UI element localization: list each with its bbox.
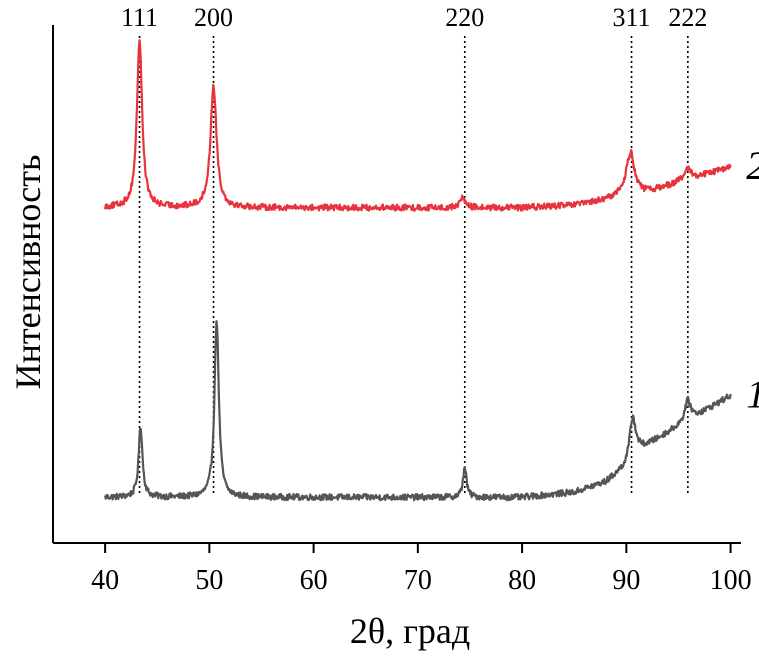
peak-marker-labels: 111 200 220 311 222 xyxy=(121,3,707,32)
peak-marker-label: 111 xyxy=(121,3,158,32)
x-axis-title: 2θ, град xyxy=(350,611,470,651)
x-tick-label: 50 xyxy=(195,565,223,596)
x-tick-label: 70 xyxy=(404,565,432,596)
series-labels: 12 xyxy=(746,143,759,417)
axes xyxy=(52,25,741,544)
y-axis-title: Интенсивность xyxy=(8,155,48,390)
x-tick-label: 60 xyxy=(300,565,328,596)
series-lines xyxy=(104,39,732,502)
series-label-1: 1 xyxy=(746,372,759,417)
peak-marker-label: 311 xyxy=(613,3,651,32)
peak-marker-label: 222 xyxy=(668,3,707,32)
x-tick-label: 40 xyxy=(91,565,119,596)
peak-marker-label: 220 xyxy=(445,3,484,32)
peak-marker-label: 200 xyxy=(194,3,233,32)
series-label-2: 2 xyxy=(746,143,759,188)
series-line-1 xyxy=(104,320,732,502)
x-tick-label: 100 xyxy=(710,565,752,596)
x-axis-ticks: 40 50 60 70 80 90 100 xyxy=(91,543,752,596)
x-tick-label: 80 xyxy=(508,565,536,596)
peak-marker-lines xyxy=(138,36,689,496)
x-tick-label: 90 xyxy=(612,565,640,596)
series-line-2 xyxy=(104,39,732,212)
